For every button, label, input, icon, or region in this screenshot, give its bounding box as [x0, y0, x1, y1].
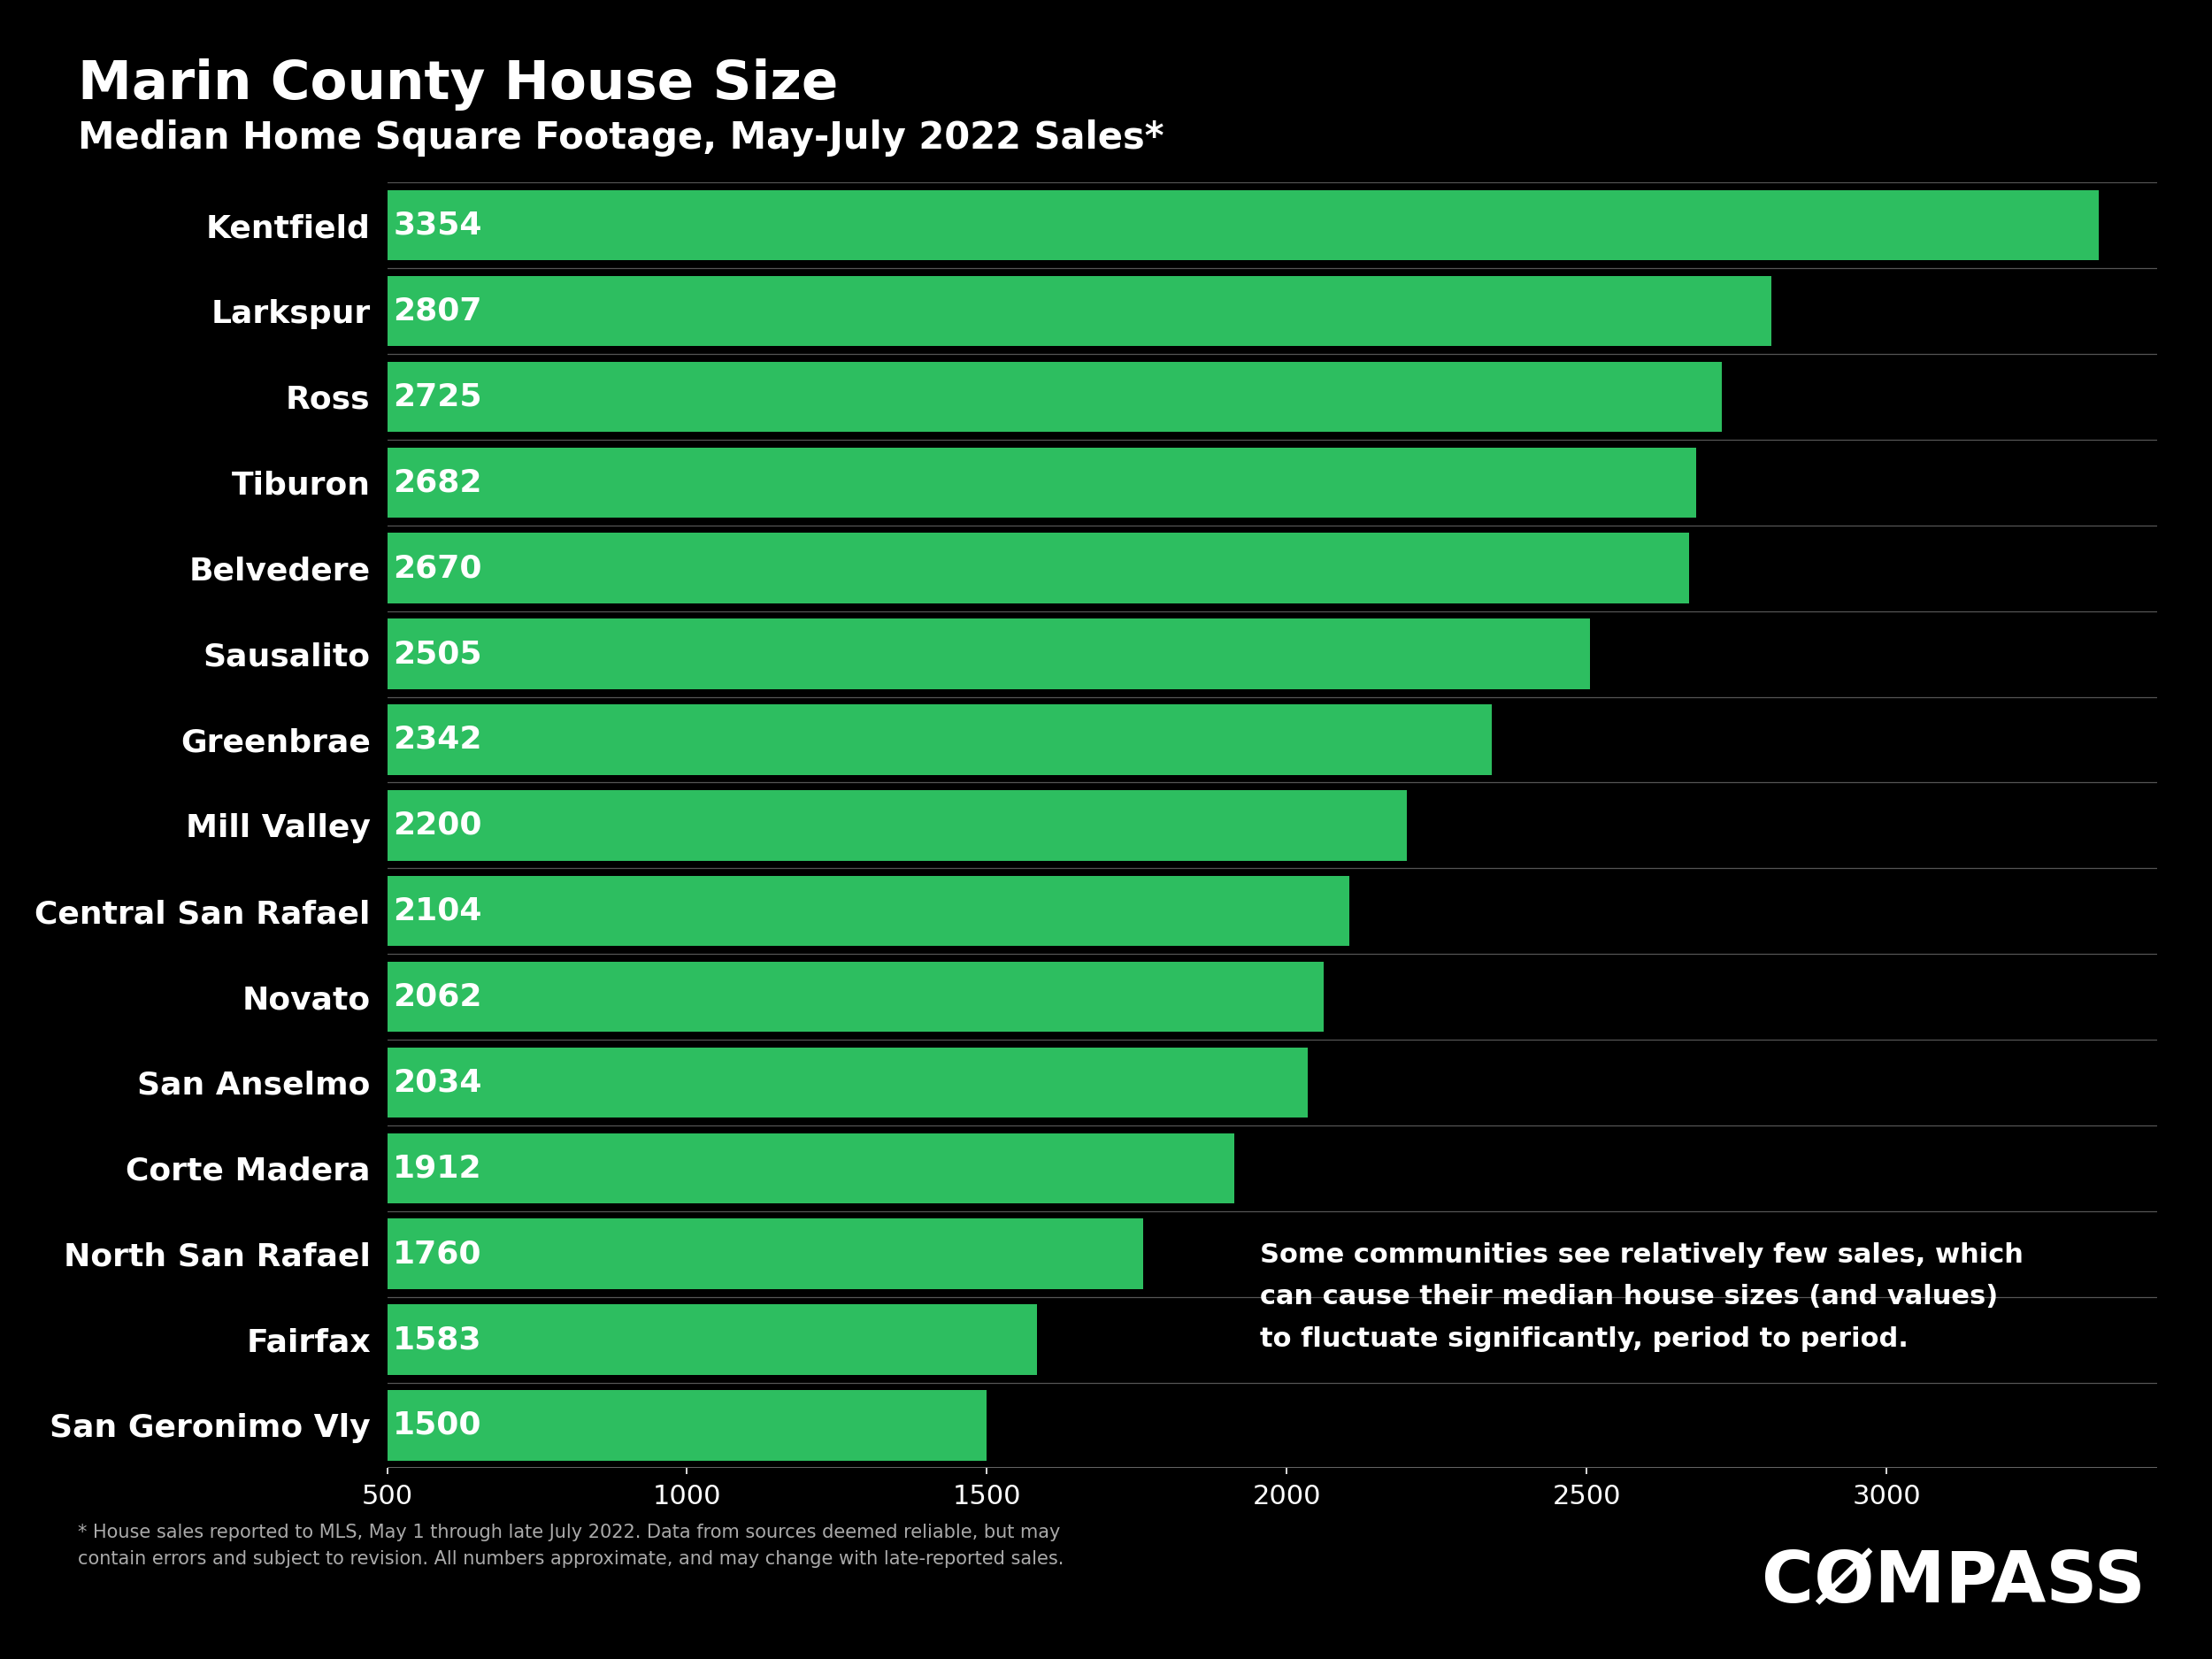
Text: 1583: 1583: [394, 1324, 482, 1355]
Bar: [387, 705, 1493, 775]
Text: 1760: 1760: [394, 1239, 482, 1269]
Text: 2104: 2104: [394, 896, 482, 926]
Bar: [387, 1219, 1144, 1289]
Bar: [387, 362, 1721, 431]
Bar: [387, 1304, 1037, 1375]
Bar: [387, 876, 1349, 946]
Text: 2807: 2807: [394, 295, 482, 327]
Bar: [387, 790, 1407, 861]
Text: Marin County House Size: Marin County House Size: [77, 58, 838, 109]
Text: 1500: 1500: [394, 1410, 482, 1440]
Bar: [387, 619, 1590, 688]
Bar: [387, 962, 1325, 1032]
Bar: [387, 191, 2099, 260]
Text: Median Home Square Footage, May-July 2022 Sales*: Median Home Square Footage, May-July 202…: [77, 119, 1164, 156]
Text: 2342: 2342: [394, 725, 482, 755]
Bar: [387, 1133, 1234, 1203]
Bar: [387, 533, 1688, 604]
Bar: [387, 1390, 987, 1460]
Text: 2682: 2682: [394, 468, 482, 498]
Bar: [387, 448, 1697, 518]
Text: CØMPASS: CØMPASS: [1761, 1548, 2146, 1618]
Text: 2725: 2725: [394, 382, 482, 411]
Text: 3354: 3354: [394, 211, 482, 241]
Text: * House sales reported to MLS, May 1 through late July 2022. Data from sources d: * House sales reported to MLS, May 1 thr…: [77, 1525, 1064, 1568]
Text: 2200: 2200: [394, 810, 482, 841]
Text: 2034: 2034: [394, 1067, 482, 1098]
Text: 2062: 2062: [394, 982, 482, 1012]
Bar: [387, 1047, 1307, 1118]
Text: Some communities see relatively few sales, which
can cause their median house si: Some communities see relatively few sale…: [1261, 1243, 2024, 1352]
Text: 1912: 1912: [394, 1153, 482, 1183]
Text: 2505: 2505: [394, 639, 482, 669]
Bar: [387, 275, 1772, 347]
Text: 2670: 2670: [394, 552, 482, 584]
